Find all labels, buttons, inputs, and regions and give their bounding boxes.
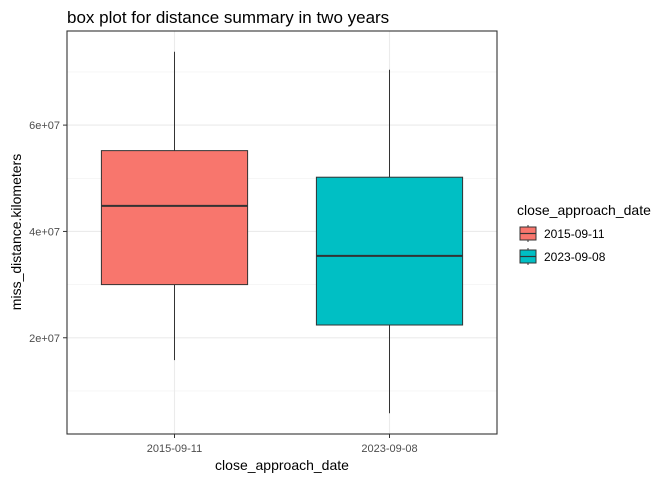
box-body xyxy=(315,176,464,326)
legend-label: 2023-09-08 xyxy=(544,250,606,264)
y-tick-label: 6e+07 xyxy=(29,120,60,132)
legend-item: 2023-09-08 xyxy=(519,248,606,265)
legend-item: 2015-09-11 xyxy=(519,225,605,242)
box-2023-09-08 xyxy=(315,69,464,414)
plot-border xyxy=(66,30,498,435)
x-axis-ticks: 2015-09-11 2023-09-08 xyxy=(147,434,418,455)
y-axis-title: miss_distance.kilometers xyxy=(8,154,24,310)
chart-title: box plot for distance summary in two yea… xyxy=(67,8,389,27)
y-tick-label: 2e+07 xyxy=(29,333,60,345)
legend-label: 2015-09-11 xyxy=(544,227,605,241)
legend-title: close_approach_date xyxy=(517,202,651,218)
x-tick-label: 2015-09-11 xyxy=(147,443,202,455)
legend: close_approach_date 2015-09-11 2023-09-08 xyxy=(517,202,651,265)
y-tick-label: 4e+07 xyxy=(29,226,60,238)
box-body xyxy=(100,150,249,286)
x-axis-title: close_approach_date xyxy=(215,457,349,473)
y-axis-ticks: 2e+07 4e+07 6e+07 xyxy=(29,120,67,345)
x-tick-label: 2023-09-08 xyxy=(361,443,417,455)
box-series xyxy=(100,51,464,414)
box-2015-09-11 xyxy=(100,51,249,361)
